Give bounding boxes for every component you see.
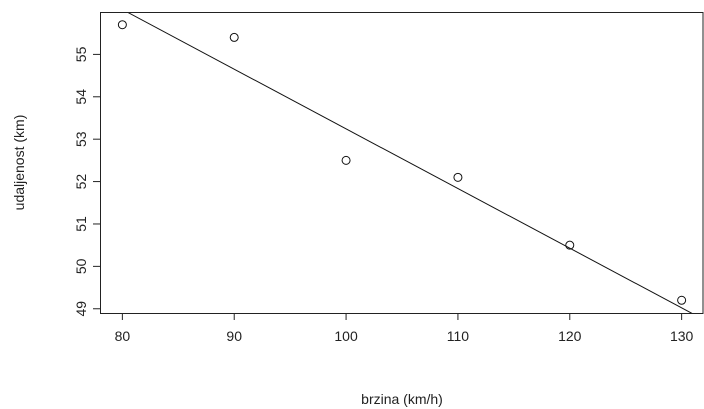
- x-tick-label: 110: [447, 328, 470, 344]
- y-tick-label: 53: [73, 131, 89, 147]
- data-point: [229, 32, 239, 42]
- x-tick-label: 130: [670, 328, 694, 344]
- x-tick-label: 90: [226, 328, 242, 344]
- data-point: [117, 20, 127, 30]
- y-tick-label: 49: [73, 301, 89, 317]
- y-tick-label: 51: [73, 216, 89, 232]
- x-tick-label: 80: [115, 328, 131, 344]
- plot-marks: [117, 12, 693, 313]
- plot-frame: [100, 12, 704, 314]
- y-tick-label: 50: [73, 258, 89, 274]
- regression-line: [125, 12, 693, 313]
- x-tick-label: 120: [558, 328, 582, 344]
- y-axis-title: udaljenost (km): [11, 115, 27, 211]
- data-point: [341, 155, 351, 165]
- x-axis-ticks: 80 90 100 110 120 130: [115, 313, 694, 344]
- data-point: [677, 295, 687, 305]
- y-tick-label: 52: [73, 174, 89, 190]
- x-axis-title: brzina (km/h): [361, 391, 443, 407]
- x-tick-label: 100: [334, 328, 358, 344]
- data-point: [565, 240, 575, 250]
- data-point: [453, 172, 463, 182]
- y-tick-label: 54: [73, 89, 89, 105]
- y-tick-label: 55: [73, 46, 89, 62]
- y-axis-ticks: 49 50 51 52 53 54 55: [73, 46, 100, 317]
